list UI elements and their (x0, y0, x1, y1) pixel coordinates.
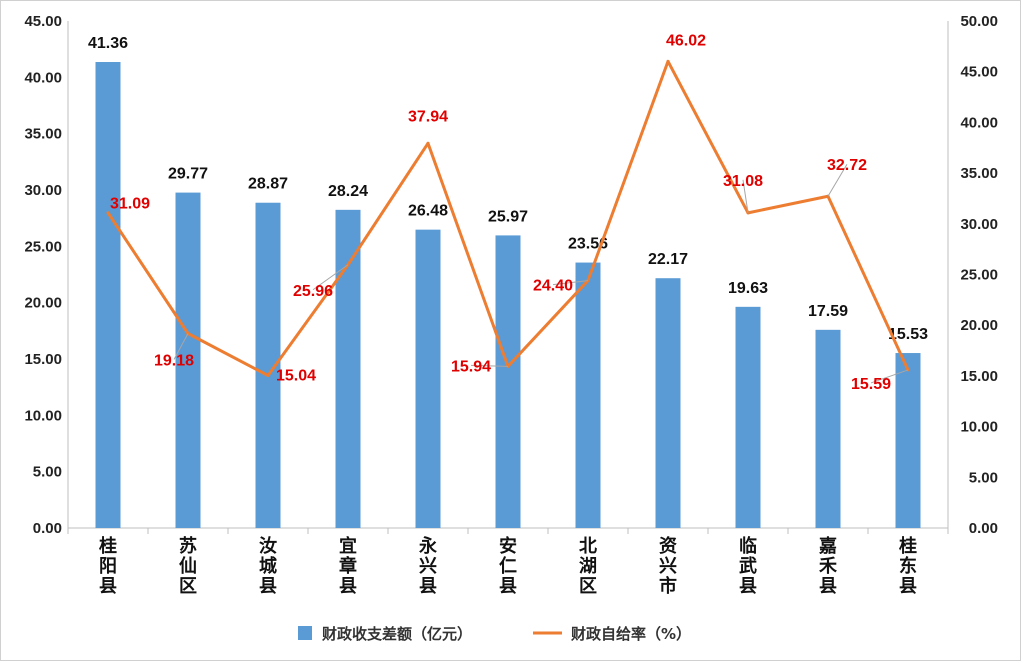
line-point (666, 59, 670, 63)
leader-line (552, 280, 589, 286)
line-value-label: 32.72 (827, 157, 867, 174)
left-tick-label: 30.00 (24, 182, 62, 199)
x-category-label: 资兴市 (659, 535, 677, 597)
bar-value-label: 22.17 (648, 251, 688, 268)
left-tick-label: 5.00 (33, 464, 62, 481)
x-category-label: 汝城县 (259, 535, 277, 597)
bar (895, 353, 921, 528)
line-value-label: 37.94 (408, 108, 448, 125)
bar-value-label: 15.53 (888, 326, 928, 343)
right-tick-label: 30.00 (960, 216, 998, 233)
line-value-label: 15.04 (276, 367, 316, 384)
line-value-label: 15.94 (451, 358, 491, 375)
leader-line (870, 369, 909, 384)
bar (175, 192, 201, 528)
bar-value-label: 19.63 (728, 280, 768, 297)
bar-value-label: 17.59 (808, 303, 848, 320)
right-tick-label: 0.00 (969, 520, 998, 537)
left-tick-label: 25.00 (24, 238, 62, 255)
bar (655, 278, 681, 528)
x-category-label: 安仁县 (499, 535, 517, 597)
legend-bar-label: 财政收支差额（亿元） (322, 625, 472, 643)
left-tick-label: 35.00 (24, 126, 62, 143)
line-value-label: 15.59 (851, 376, 891, 393)
bar-value-label: 29.77 (168, 166, 208, 183)
x-category-label: 嘉禾县 (818, 536, 837, 597)
right-tick-label: 45.00 (960, 64, 998, 81)
right-tick-label: 15.00 (960, 368, 998, 385)
line-value-label: 19.18 (154, 353, 194, 370)
line-value-label: 25.96 (293, 283, 333, 300)
leader-line (742, 179, 749, 213)
line-point (426, 141, 430, 145)
left-tick-label: 20.00 (24, 295, 62, 312)
right-tick-label: 35.00 (960, 165, 998, 182)
right-tick-label: 25.00 (960, 267, 998, 284)
bar (495, 235, 521, 528)
bar-value-label: 23.56 (568, 236, 608, 253)
line-value-label: 46.02 (666, 32, 706, 49)
left-tick-label: 40.00 (24, 69, 62, 86)
legend-bar-swatch (298, 626, 312, 640)
bar-value-label: 28.87 (248, 176, 288, 193)
x-category-label: 临武县 (739, 535, 757, 597)
x-category-label: 北湖区 (579, 536, 597, 597)
right-tick-label: 20.00 (960, 317, 998, 334)
bar (415, 229, 441, 528)
line-point (106, 211, 110, 215)
right-tick-label: 50.00 (960, 13, 998, 30)
line-point (266, 373, 270, 377)
bar (735, 306, 761, 528)
bar (575, 262, 601, 528)
right-tick-label: 5.00 (969, 469, 998, 486)
bar-value-label: 41.36 (88, 35, 128, 52)
left-tick-label: 0.00 (33, 520, 62, 537)
leader-line (470, 364, 509, 367)
left-tick-label: 10.00 (24, 407, 62, 424)
bar-value-label: 26.48 (408, 203, 448, 220)
left-tick-label: 45.00 (24, 13, 62, 30)
left-tick-label: 15.00 (24, 351, 62, 368)
leader-line (173, 333, 189, 360)
line-value-label: 31.09 (110, 196, 150, 213)
leader-line (827, 163, 848, 197)
legend-line-label: 财政自给率（%） (571, 625, 691, 643)
leader-line (312, 264, 349, 291)
right-tick-label: 40.00 (960, 114, 998, 131)
right-tick-label: 10.00 (960, 419, 998, 436)
bar (815, 329, 841, 528)
x-category-label: 桂阳县 (98, 535, 117, 597)
bar-value-label: 28.24 (328, 183, 368, 200)
x-category-label: 宜章县 (339, 535, 357, 597)
x-category-label: 桂东县 (898, 535, 917, 597)
x-category-label: 苏仙区 (179, 535, 197, 597)
bar (335, 209, 361, 528)
bar-value-label: 25.97 (488, 208, 528, 225)
x-category-label: 永兴县 (418, 535, 437, 597)
line-value-label: 24.40 (533, 278, 573, 295)
line-value-label: 31.08 (723, 173, 763, 190)
bar (95, 62, 121, 528)
